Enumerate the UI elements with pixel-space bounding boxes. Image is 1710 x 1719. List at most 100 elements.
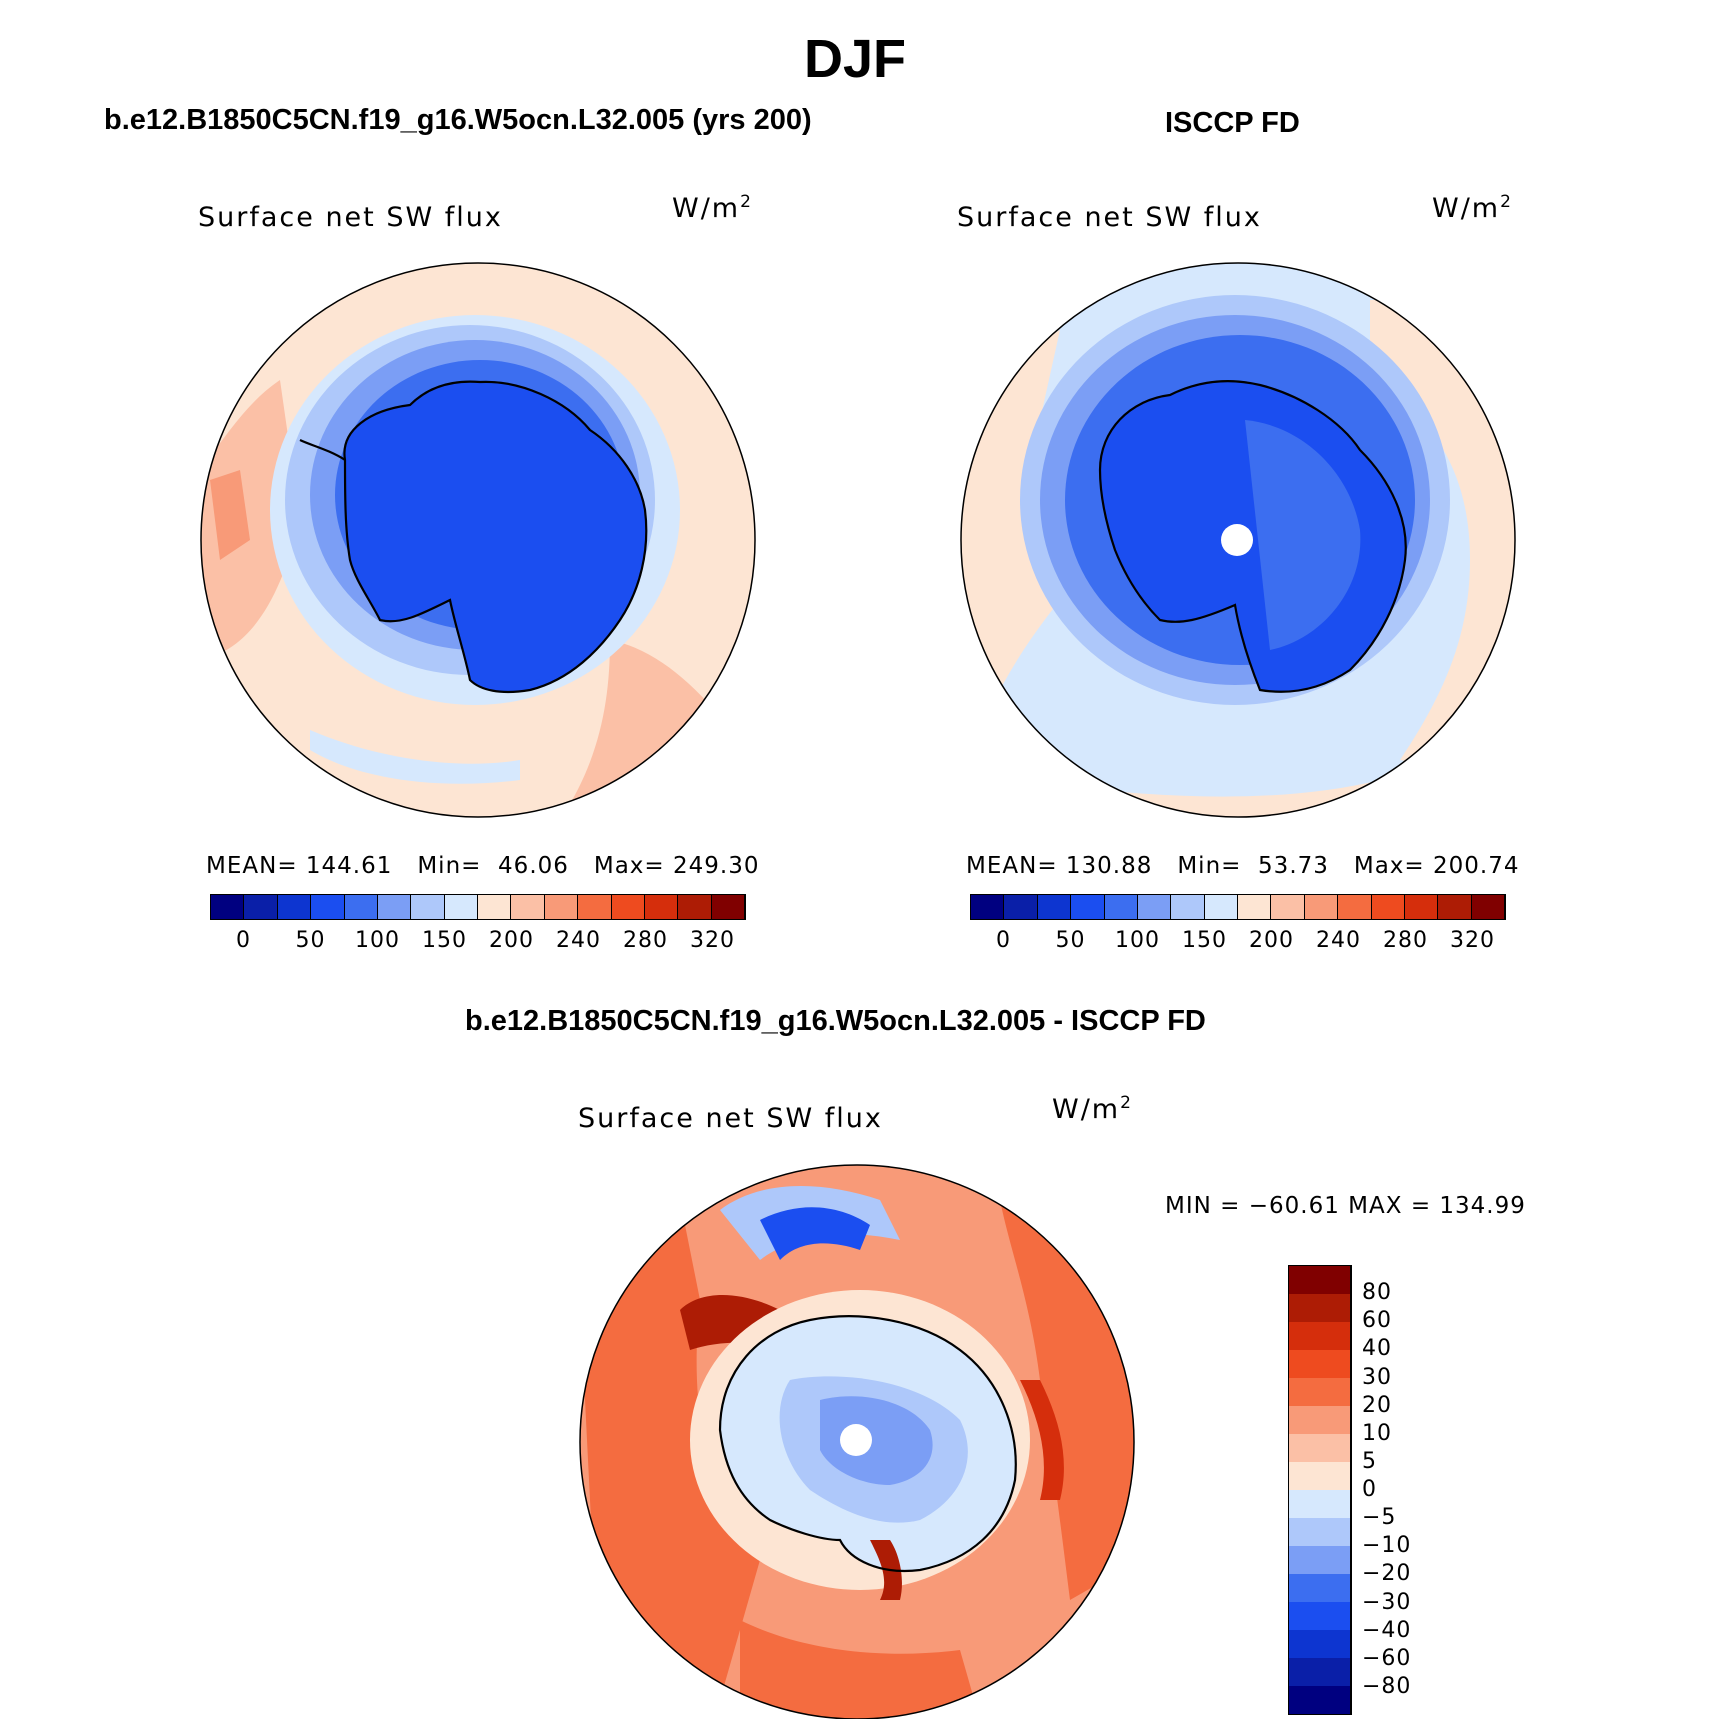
obs-colorbar-swatch-5 — [1137, 895, 1172, 919]
diff-colorbar-tick-label: −20 — [1362, 1561, 1412, 1587]
obs-panel-title: ISCCP FD — [1165, 107, 1300, 139]
diff-map-border — [579, 1164, 1135, 1719]
obs-colorbar-swatch-14 — [1438, 895, 1472, 919]
model-colorbar-tick-label: 150 — [422, 928, 467, 953]
obs-colorbar-swatch-9 — [1271, 895, 1305, 919]
diff-colorbar-swatch-9 — [1289, 1434, 1351, 1462]
diff-colorbar-tick-label: 0 — [1362, 1477, 1377, 1502]
obs-colorbar-tick-label: 200 — [1249, 928, 1294, 953]
model-colorbar-swatch-9 — [511, 895, 545, 919]
obs-colorbar-swatch-13 — [1404, 895, 1439, 919]
obs-colorbar-swatch-8 — [1238, 895, 1272, 919]
model-warm-spot — [210, 470, 250, 560]
model-colorbar-tick-label: 50 — [295, 928, 326, 953]
model-colorbar-swatch-3 — [311, 895, 345, 919]
diff-colorbar-tick-label: −40 — [1362, 1617, 1412, 1643]
obs-colorbar-tick-label: 100 — [1115, 928, 1160, 953]
model-colorbar-tick-label: 240 — [556, 928, 601, 953]
diff-strong-cool-north — [760, 1207, 870, 1260]
model-cool-band-south — [310, 730, 520, 784]
diff-colorbar-swatch-8 — [1289, 1462, 1351, 1490]
model-colorbar-swatch-11 — [578, 895, 612, 919]
diff-units-label: W/m2 — [1052, 1093, 1133, 1125]
model-colorbar-swatch-8 — [478, 895, 512, 919]
model-colorbar-swatch-15 — [711, 895, 745, 919]
model-continent-fill — [344, 381, 647, 692]
diff-interior-cooler — [820, 1396, 933, 1485]
obs-colorbar-swatch-10 — [1304, 895, 1339, 919]
diff-colorbar-tick-label: −30 — [1362, 1589, 1412, 1615]
obs-colorbar-tick-label: 0 — [996, 928, 1011, 953]
model-units-label: W/m2 — [672, 192, 753, 224]
model-colorbar-swatch-4 — [344, 895, 378, 919]
model-colorbar-swatch-14 — [678, 895, 712, 919]
obs-colorbar-tick-label: 150 — [1182, 928, 1227, 953]
model-colorbar-swatch-7 — [444, 895, 478, 919]
model-colorbar-tick-label: 320 — [690, 928, 735, 953]
model-variable-label: Surface net SW flux — [198, 202, 503, 233]
diff-colorbar-tick-label: −60 — [1362, 1645, 1412, 1671]
model-warm-patch-west — [201, 380, 300, 660]
obs-colorbar — [970, 894, 1506, 920]
model-colorbar-tick-label: 0 — [236, 928, 251, 953]
diff-colorbar-tick-label: −10 — [1362, 1533, 1412, 1559]
diff-colorbar-swatch-5 — [1289, 1546, 1351, 1574]
obs-variable-label: Surface net SW flux — [957, 202, 1262, 233]
obs-colorbar-tick-label: 320 — [1450, 928, 1495, 953]
diff-colorbar-tick-label: 80 — [1362, 1280, 1392, 1306]
obs-colorbar-swatch-6 — [1171, 895, 1205, 919]
model-colorbar-swatch-6 — [411, 895, 445, 919]
diff-colorbar-swatch-0 — [1289, 1686, 1351, 1714]
obs-pole-hole — [1221, 524, 1253, 556]
obs-warm-south — [1060, 780, 1400, 817]
obs-east-plateau — [1245, 420, 1361, 650]
diff-colorbar-swatch-13 — [1289, 1322, 1351, 1350]
diff-colorbar-tick-label: 10 — [1362, 1420, 1392, 1446]
diff-colorbar-ticks: 80 60 40 30 20 10 5 0 −5 −10 −20 −30 −40 −60 −80 — [1362, 1265, 1452, 1715]
model-colorbar-swatch-12 — [611, 895, 645, 919]
obs-colorbar-ticks: 0 50 100 150 200 240 280 320 — [970, 928, 1506, 956]
diff-colorbar-swatch-7 — [1289, 1490, 1351, 1518]
diff-pole-hole — [840, 1424, 872, 1456]
obs-colorbar-swatch-15 — [1471, 895, 1505, 919]
diff-colorbar-swatch-3 — [1289, 1602, 1351, 1630]
diff-colorbar — [1288, 1265, 1352, 1715]
model-colorbar-tick-label: 280 — [623, 928, 668, 953]
diff-map — [580, 1165, 1134, 1719]
figure-title: DJF — [803, 29, 906, 89]
diff-coastline — [718, 1315, 1017, 1573]
obs-colorbar-swatch-0 — [971, 895, 1005, 919]
diff-colorbar-tick-label: −5 — [1362, 1505, 1397, 1531]
model-colorbar-swatch-13 — [644, 895, 679, 919]
model-colorbar-swatch-1 — [244, 895, 278, 919]
obs-stats: MEAN= 130.88 Min= 53.73 Max= 200.74 — [966, 853, 1520, 879]
diff-colorbar-swatch-14 — [1289, 1294, 1351, 1322]
model-map — [201, 263, 755, 817]
obs-units-label: W/m2 — [1432, 192, 1513, 224]
obs-colorbar-swatch-11 — [1338, 895, 1372, 919]
obs-colorbar-swatch-2 — [1037, 895, 1072, 919]
model-colorbar — [210, 894, 746, 920]
diff-colorbar-swatch-10 — [1289, 1406, 1351, 1434]
diff-colorbar-swatch-15 — [1289, 1266, 1351, 1294]
model-colorbar-swatch-0 — [211, 895, 245, 919]
obs-colorbar-swatch-4 — [1104, 895, 1138, 919]
diff-colorbar-tick-label: 60 — [1362, 1308, 1392, 1334]
diff-colorbar-swatch-11 — [1289, 1378, 1351, 1406]
diff-variable-label: Surface net SW flux — [578, 1103, 883, 1134]
diff-colorbar-tick-label: 20 — [1362, 1392, 1392, 1418]
diff-colorbar-tick-label: 30 — [1362, 1364, 1392, 1390]
diff-colorbar-tick-label: 5 — [1362, 1448, 1377, 1474]
diff-colorbar-tick-label: −80 — [1362, 1673, 1412, 1699]
diff-warm-coast-east — [1020, 1380, 1064, 1500]
obs-colorbar-swatch-1 — [1004, 895, 1038, 919]
diff-colorbar-tick-label: 40 — [1362, 1336, 1392, 1362]
obs-colorbar-swatch-7 — [1204, 895, 1238, 919]
diff-colorbar-swatch-12 — [1289, 1350, 1351, 1378]
obs-colorbar-swatch-3 — [1071, 895, 1105, 919]
diff-colorbar-swatch-1 — [1289, 1658, 1351, 1686]
obs-colorbar-swatch-12 — [1371, 895, 1405, 919]
model-colorbar-swatch-5 — [377, 895, 412, 919]
diff-colorbar-swatch-2 — [1289, 1630, 1351, 1658]
